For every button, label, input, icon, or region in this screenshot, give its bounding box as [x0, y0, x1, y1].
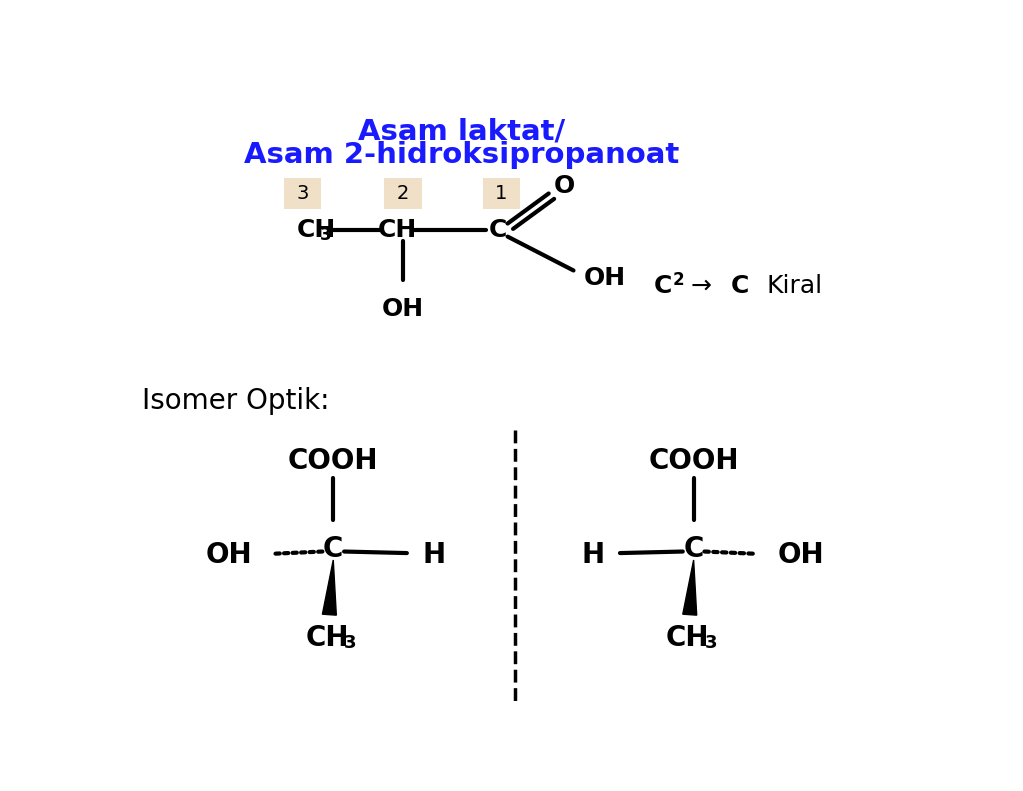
Text: 3: 3 [705, 634, 717, 652]
Text: H: H [581, 541, 605, 570]
Text: C: C [323, 536, 344, 563]
Text: →: → [691, 274, 712, 298]
Text: H: H [422, 541, 445, 570]
Text: C: C [489, 218, 507, 242]
Polygon shape [322, 560, 337, 615]
Text: 2: 2 [397, 184, 409, 203]
Text: 3: 3 [344, 634, 357, 652]
Text: OH: OH [382, 297, 425, 320]
Text: 1: 1 [495, 184, 507, 203]
Text: Asam 2-hidroksipropanoat: Asam 2-hidroksipropanoat [243, 141, 678, 169]
Text: 3: 3 [296, 184, 309, 203]
Text: CH: CH [377, 218, 417, 242]
Text: O: O [553, 174, 575, 198]
Text: Kiral: Kiral [766, 274, 822, 298]
Text: CH: CH [305, 624, 349, 652]
Text: OH: OH [583, 267, 626, 290]
FancyBboxPatch shape [385, 178, 421, 209]
Text: Isomer Optik:: Isomer Optik: [142, 388, 329, 415]
Text: C: C [731, 274, 749, 298]
Text: OH: OH [777, 541, 824, 570]
Text: CH: CH [297, 218, 337, 242]
Text: Asam laktat/: Asam laktat/ [358, 118, 565, 146]
Text: 2: 2 [673, 271, 684, 289]
FancyBboxPatch shape [483, 178, 520, 209]
Text: OH: OH [206, 541, 252, 570]
Text: COOH: COOH [288, 447, 379, 475]
Text: COOH: COOH [649, 447, 739, 475]
Text: C: C [654, 274, 672, 298]
Text: C: C [683, 536, 704, 563]
FancyBboxPatch shape [283, 178, 321, 209]
Text: 3: 3 [320, 226, 331, 244]
Polygon shape [682, 560, 697, 615]
Text: CH: CH [666, 624, 709, 652]
